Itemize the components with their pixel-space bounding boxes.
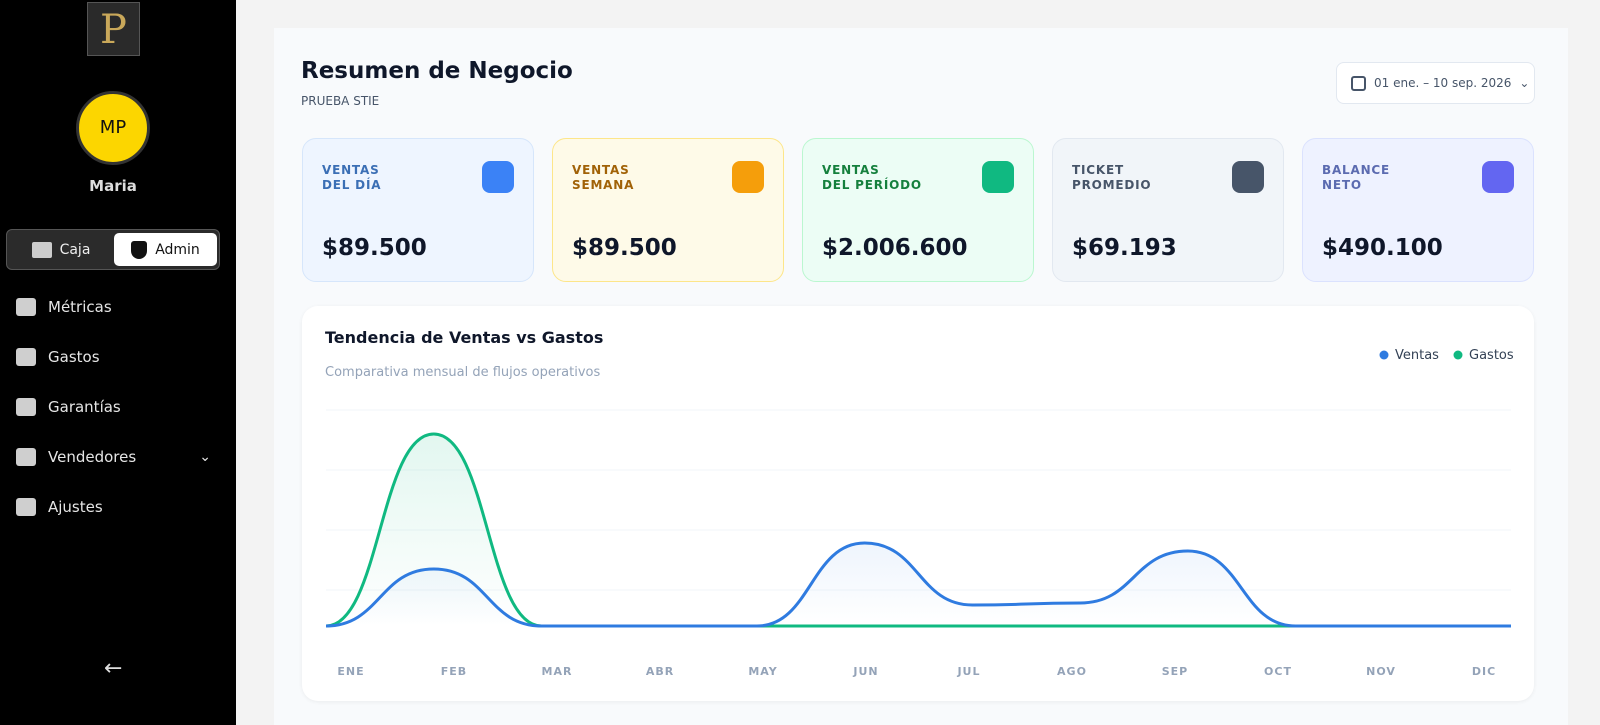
kpi-label: VENTAS DEL PERÍODO	[822, 163, 922, 193]
kpi-label-line: PROMEDIO	[1072, 178, 1152, 192]
kpi-card: VENTAS DEL DÍA $89.500	[302, 138, 534, 282]
kpi-value: $89.500	[572, 235, 677, 261]
kpi-label: BALANCE NETO	[1322, 163, 1390, 193]
menu-label: Vendedores	[48, 448, 137, 466]
toggle-admin[interactable]: Admin	[114, 233, 217, 266]
x-tick-label: SEP	[1162, 665, 1189, 678]
sidebar: P MP Maria Caja Admin Métricas Gastos Gara…	[0, 0, 236, 725]
chart: Tendencia de Ventas vs Gastos Comparativ…	[325, 328, 1514, 678]
kpi-label-line: DEL PERÍODO	[822, 178, 922, 192]
kpi-card: VENTAS SEMANA $89.500	[552, 138, 784, 282]
menu-item[interactable]: Ajustes	[16, 498, 211, 516]
chart-subtitle: Comparativa mensual de flujos operativos	[325, 365, 600, 380]
kpi-label-line: TICKET	[1072, 163, 1124, 177]
role-toggle: Caja Admin	[6, 229, 220, 270]
x-tick-label: DIC	[1472, 665, 1496, 678]
chart-card	[302, 306, 1534, 701]
x-tick-label: NOV	[1366, 665, 1396, 678]
chart-title: Tendencia de Ventas vs Gastos	[325, 328, 603, 347]
x-tick-label: FEB	[441, 665, 467, 678]
menu-icon	[16, 298, 36, 316]
toggle-label: Caja	[59, 241, 91, 258]
x-tick-label: JUN	[852, 665, 878, 678]
menu-icon	[16, 348, 36, 366]
legend-dot	[1379, 350, 1389, 360]
kpi-icon	[982, 161, 1014, 193]
menu-item[interactable]: Vendedores ⌄	[16, 448, 211, 466]
kpi-label: VENTAS SEMANA	[572, 163, 634, 193]
kpi-icon	[1482, 161, 1514, 193]
x-tick-label: MAY	[748, 665, 777, 678]
menu-item[interactable]: Garantías	[16, 398, 211, 416]
kpi-value: $2.006.600	[822, 235, 968, 261]
kpi-value: $490.100	[1322, 235, 1443, 261]
menu-label: Métricas	[48, 298, 112, 316]
menu-label: Garantías	[48, 398, 121, 416]
x-tick-label: ENE	[337, 665, 364, 678]
legend-label: Gastos	[1469, 348, 1514, 363]
menu-icon	[16, 398, 36, 416]
kpi-label-line: VENTAS	[822, 163, 880, 177]
kpi-icon	[1232, 161, 1264, 193]
date-range: 01 ene. – 10 sep. 2026	[1374, 76, 1512, 90]
date-picker[interactable]: 01 ene. – 10 sep. 2026 ⌄	[1336, 62, 1535, 104]
kpi-label-line: DEL DÍA	[322, 178, 382, 192]
kpi-icon	[732, 161, 764, 193]
x-tick-label: MAR	[542, 665, 573, 678]
legend-dot	[1453, 350, 1463, 360]
chevron: ⌄	[199, 449, 211, 465]
kpi-card: BALANCE NETO $490.100	[1302, 138, 1534, 282]
menu-item[interactable]: Métricas	[16, 298, 211, 316]
area	[326, 543, 1511, 626]
menu-label: Ajustes	[48, 498, 103, 516]
x-tick-label: ABR	[646, 665, 674, 678]
x-tick-label: OCT	[1264, 665, 1292, 678]
user-name: Maria	[89, 177, 137, 195]
kpi-label-line: BALANCE	[1322, 163, 1391, 177]
line	[325, 541, 1511, 628]
kpi-label-line: NETO	[1322, 178, 1362, 192]
kpi-label: TICKET PROMEDIO	[1072, 163, 1151, 193]
kpi-value: $69.193	[1072, 235, 1177, 261]
x-tick-label: AGO	[1057, 665, 1087, 678]
page-title: Resumen de Negocio	[301, 58, 573, 84]
kpi-label: VENTAS DEL DÍA	[322, 163, 381, 193]
menu-icon	[16, 448, 36, 466]
avatar: MP	[76, 91, 150, 165]
menu-label: Gastos	[48, 348, 100, 366]
collapse-button[interactable]: ←	[104, 656, 123, 681]
menu-item[interactable]: Gastos	[16, 348, 211, 366]
x-tick-label: JUL	[956, 665, 980, 678]
kpi-icon	[482, 161, 514, 193]
kpi-label-line: VENTAS	[572, 163, 630, 177]
page-subtitle: PRUEBA STIE	[301, 94, 380, 108]
toggle-caja[interactable]: Caja	[11, 233, 111, 266]
kpi-label-line: SEMANA	[572, 178, 635, 192]
kpi-label-line: VENTAS	[322, 163, 380, 177]
kpi-card: TICKET PROMEDIO $69.193	[1052, 138, 1284, 282]
kpi-value: $89.500	[322, 235, 427, 261]
kpi-card: VENTAS DEL PERÍODO $2.006.600	[802, 138, 1034, 282]
legend-label: Ventas	[1395, 348, 1439, 363]
toggle-label: Admin	[155, 241, 200, 258]
logo: P	[87, 2, 140, 56]
menu-icon	[16, 498, 36, 516]
